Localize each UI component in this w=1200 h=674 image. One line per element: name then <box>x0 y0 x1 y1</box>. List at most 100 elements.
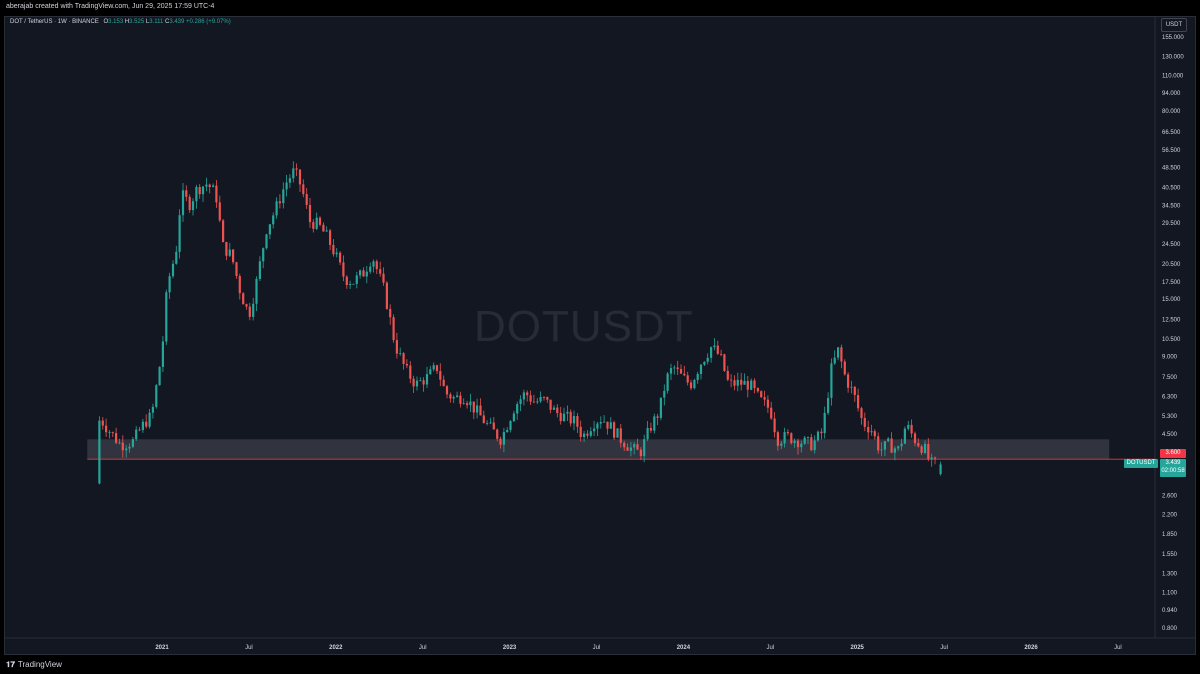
candle-body <box>288 178 291 183</box>
x-tick-label: Jul <box>245 645 253 651</box>
candle-body <box>245 304 248 307</box>
candle-body <box>345 276 348 285</box>
candle-body <box>161 341 164 367</box>
candle-body <box>432 365 435 370</box>
candle-body <box>572 416 576 424</box>
candle-body <box>890 438 893 453</box>
candle-body <box>636 444 639 450</box>
candle-body <box>629 447 632 451</box>
candle-body <box>649 428 652 431</box>
candle-body <box>546 397 549 400</box>
candle-body <box>185 190 188 197</box>
candle-body <box>198 187 201 195</box>
candle-body <box>165 292 168 342</box>
candle-body <box>482 415 485 424</box>
candle-body <box>181 190 185 216</box>
candle-body <box>479 405 482 416</box>
x-tick-label: Jul <box>1114 645 1122 651</box>
y-tick-label: 7.500 <box>1162 375 1178 381</box>
symbol-watermark: DOTUSDT <box>474 302 694 351</box>
y-tick-label: 4.500 <box>1162 432 1178 438</box>
y-tick-label: 34.500 <box>1162 204 1181 210</box>
candle-body <box>105 425 108 433</box>
x-tick-label: Jul <box>940 645 948 651</box>
candle-body <box>559 412 562 422</box>
header-bar: aberajab created with TradingView.com, J… <box>0 0 1200 16</box>
candle-body <box>155 385 158 407</box>
y-tick-label: 12.500 <box>1162 318 1181 324</box>
candle-body <box>178 215 181 252</box>
candle-body <box>643 439 646 457</box>
candle-body <box>412 378 415 387</box>
y-tick-label: 20.500 <box>1162 262 1181 268</box>
currency-button[interactable]: USDT <box>1161 18 1187 32</box>
candle-body <box>696 374 699 380</box>
candle-body <box>419 380 422 382</box>
symbol-tag: DOTUSDT <box>1124 459 1158 468</box>
candle-body <box>252 303 255 317</box>
candle-body <box>860 408 863 418</box>
candle-body <box>586 433 589 436</box>
candle-body <box>298 169 302 185</box>
candle-body <box>205 184 208 187</box>
candle-body <box>509 421 512 430</box>
candle-body <box>716 345 719 354</box>
candle-body <box>171 263 175 277</box>
candle-body <box>435 365 439 372</box>
candle-body <box>840 347 843 362</box>
candle-body <box>115 433 118 443</box>
open-label: O <box>103 19 109 25</box>
candle-body <box>516 404 519 414</box>
candle-body <box>282 189 285 204</box>
chart-area[interactable] <box>4 16 1196 655</box>
y-tick-label: 6.300 <box>1162 394 1178 400</box>
candle-body <box>135 429 138 440</box>
candle-body <box>275 201 278 216</box>
candle-body <box>756 388 759 392</box>
candle-body <box>315 217 318 229</box>
x-tick-label: 2022 <box>329 645 343 651</box>
y-tick-label: 15.000 <box>1162 297 1181 303</box>
candle-body <box>939 464 942 475</box>
candle-body <box>873 431 876 437</box>
candle-body <box>656 416 659 418</box>
candle-body <box>128 446 131 449</box>
candle-body <box>218 202 221 221</box>
candle-body <box>158 366 161 386</box>
candle-body <box>312 222 315 229</box>
candle-body <box>499 438 502 445</box>
candle-body <box>646 428 649 440</box>
candle-body <box>238 276 241 294</box>
candle-body <box>619 428 622 443</box>
candle-body <box>616 428 619 438</box>
support-zone <box>87 439 1110 460</box>
candle-body <box>927 443 930 459</box>
y-tick-label: 130.000 <box>1162 55 1184 61</box>
candle-body <box>389 308 392 318</box>
y-tick-label: 1.300 <box>1162 572 1178 578</box>
close-label: C <box>165 19 170 25</box>
candle-body <box>532 401 535 403</box>
candle-body <box>201 186 205 195</box>
candle-body <box>606 421 609 429</box>
candle-body <box>188 196 191 211</box>
candle-body <box>626 447 629 451</box>
candle-body <box>292 168 295 179</box>
candle-body <box>355 275 358 284</box>
candle-body <box>930 457 933 460</box>
candle-body <box>893 448 896 453</box>
y-tick-label: 29.500 <box>1162 221 1181 227</box>
last-price-tag: 3.439 02:00:58 <box>1160 459 1186 477</box>
candle-body <box>195 187 198 202</box>
candle-body <box>248 306 251 317</box>
candle-body <box>232 249 235 263</box>
candle-body <box>131 439 134 447</box>
candle-body <box>379 269 382 274</box>
candle-body <box>399 353 402 354</box>
tradingview-logo[interactable]: 𝟏𝟕 TradingView <box>6 660 62 670</box>
candle-body <box>365 271 368 277</box>
candle-body <box>442 379 445 387</box>
candle-body <box>907 424 910 429</box>
